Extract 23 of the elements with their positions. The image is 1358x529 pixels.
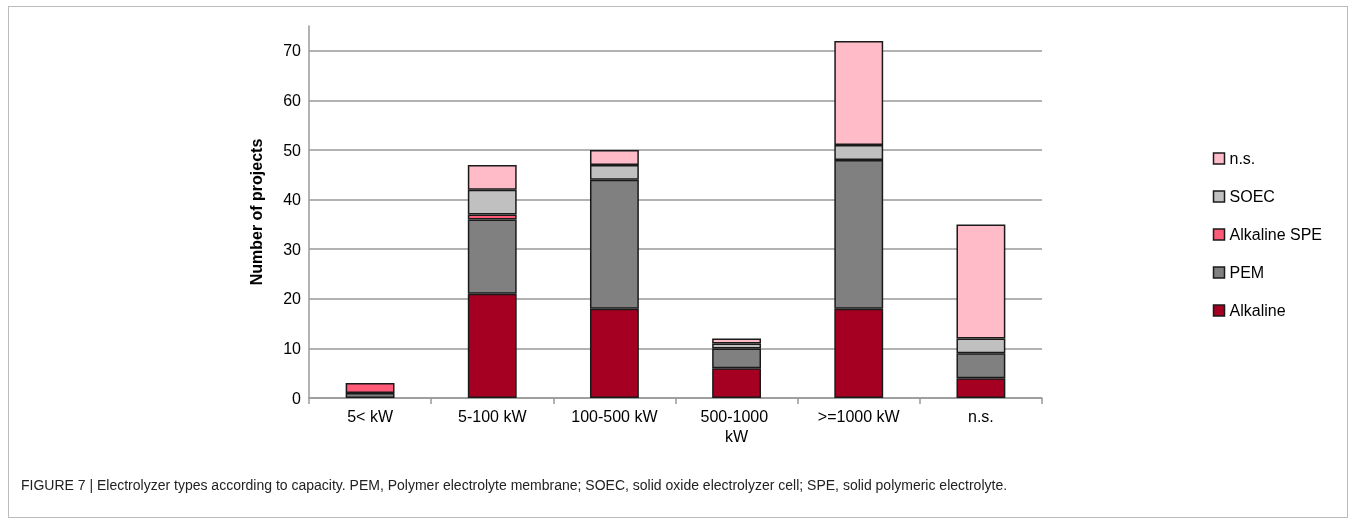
bar xyxy=(345,383,395,394)
x-tick-label: >=1000 kW xyxy=(817,407,901,425)
caption: FIGURE 7 | Electrolyzer types according to capacity. PEM, Polymer electrolyte membrane; SOEC, solid oxide electrolyzer cell; SPE, solid polymeric electrolyte. xyxy=(21,477,1009,493)
x-tick-label: 100-500 kW xyxy=(571,407,659,425)
legend-label: n.s. xyxy=(1229,150,1256,167)
y-tick-label: 10 xyxy=(283,339,302,357)
y-axis-title: Number of projects xyxy=(247,138,265,286)
y-tick-label: 20 xyxy=(283,290,302,308)
x-tick-label: 5< kW xyxy=(347,407,394,425)
y-tick-label: 30 xyxy=(283,240,302,258)
y-tick-label: 60 xyxy=(283,91,302,109)
y-tick-label: 50 xyxy=(283,141,302,159)
y-tick-label: 0 xyxy=(292,389,302,407)
y-tick-label: 40 xyxy=(283,191,302,209)
legend-label: Alkaline SPE xyxy=(1229,226,1323,243)
legend-label: Alkaline xyxy=(1229,302,1286,319)
x-tick-label: 500-1000 kW xyxy=(700,407,773,445)
y-tick-label: 70 xyxy=(283,42,302,60)
bar xyxy=(712,338,762,344)
x-tick-label: 5-100 kW xyxy=(458,407,528,425)
legend-label: PEM xyxy=(1229,264,1265,281)
legend-label: SOEC xyxy=(1229,188,1275,205)
x-tick-label: n.s. xyxy=(968,407,994,425)
